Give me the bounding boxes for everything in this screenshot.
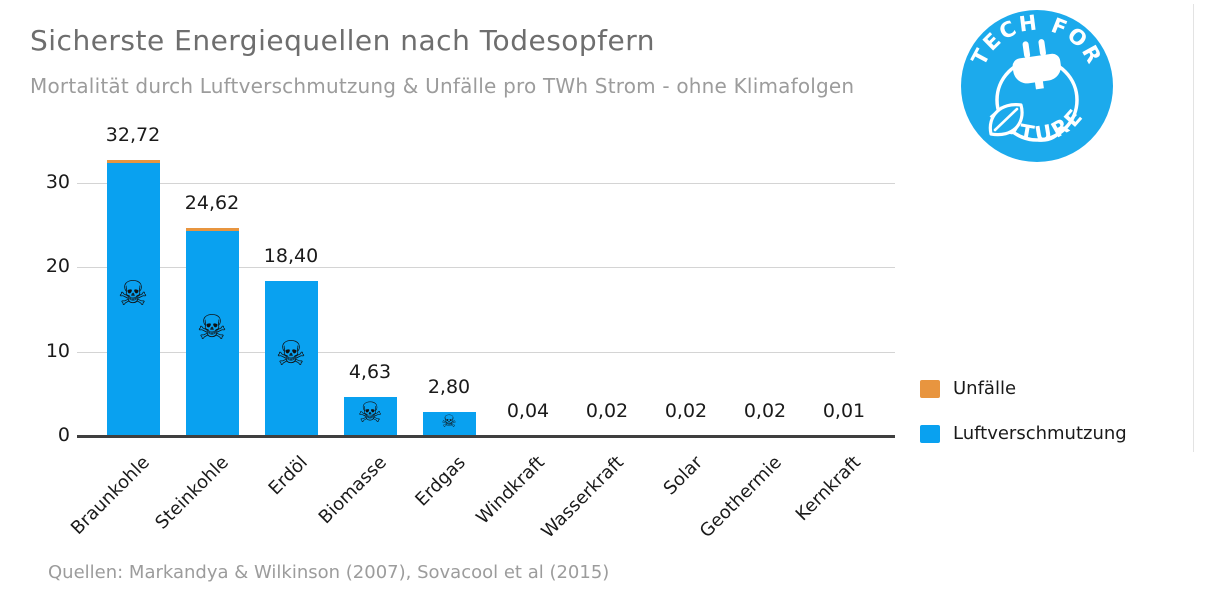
bar-segment-luftverschmutzung [264, 280, 318, 436]
legend-label: Unfälle [953, 378, 1017, 399]
bar-value-label: 4,63 [348, 360, 392, 383]
bar-segment-luftverschmutzung [106, 163, 160, 436]
legend-swatch [920, 424, 940, 443]
legend-swatch [920, 379, 940, 398]
x-axis-line [77, 435, 895, 438]
bar-value-label: 0,02 [585, 399, 629, 422]
skull-icon: ☠ [441, 411, 457, 432]
y-axis-tick-label: 30 [45, 171, 70, 193]
bar-braunkohle [106, 159, 160, 436]
source-note: Quellen: Markandya & Wilkinson (2007), S… [48, 562, 610, 583]
tech-for-future-logo: TECH FOR FUTURE [961, 10, 1113, 162]
bar-value-label: 24,62 [184, 191, 240, 214]
skull-icon: ☠ [275, 334, 307, 375]
bar-segment-luftverschmutzung [185, 230, 239, 436]
bar-segment-unfaelle [185, 227, 239, 231]
plot-right-border [1193, 4, 1194, 452]
bar-value-label: 0,02 [743, 399, 787, 422]
bar-value-label: 0,01 [822, 399, 866, 422]
chart-legend: Unfälle Luftverschmutzung [920, 378, 1127, 468]
bar-value-label: 32,72 [105, 123, 161, 146]
bar-value-label: 2,80 [427, 376, 471, 399]
legend-row: Unfälle [920, 378, 1127, 399]
gridline [77, 267, 895, 268]
logo-leaf-icon [988, 103, 1024, 137]
y-axis-tick-label: 10 [45, 340, 70, 362]
legend-row: Luftverschmutzung [920, 423, 1127, 444]
bar-erdöl [264, 280, 318, 436]
bar-segment-luftverschmutzung [343, 396, 397, 436]
legend-label: Luftverschmutzung [953, 423, 1127, 444]
bar-erdgas [422, 412, 476, 436]
y-axis-tick-label: 20 [45, 255, 70, 277]
bar-value-label: 0,04 [506, 399, 550, 422]
skull-icon: ☠ [196, 307, 228, 348]
bar-biomasse [343, 396, 397, 436]
y-axis-tick-label: 0 [57, 424, 70, 446]
gridline [77, 183, 895, 184]
bar-value-label: 0,02 [664, 399, 708, 422]
skull-icon: ☠ [357, 396, 383, 430]
bar-value-label: 18,40 [263, 244, 319, 267]
bar-steinkohle [185, 227, 239, 436]
page-subtitle: Mortalität durch Luftverschmutzung & Unf… [30, 74, 855, 98]
page-title: Sicherste Energiequellen nach Todesopfer… [30, 24, 656, 57]
logo-plug-icon [1012, 39, 1061, 90]
gridline [77, 352, 895, 353]
skull-icon: ☠ [117, 273, 149, 314]
bar-segment-unfaelle [106, 159, 160, 164]
bar-segment-luftverschmutzung [422, 412, 476, 436]
